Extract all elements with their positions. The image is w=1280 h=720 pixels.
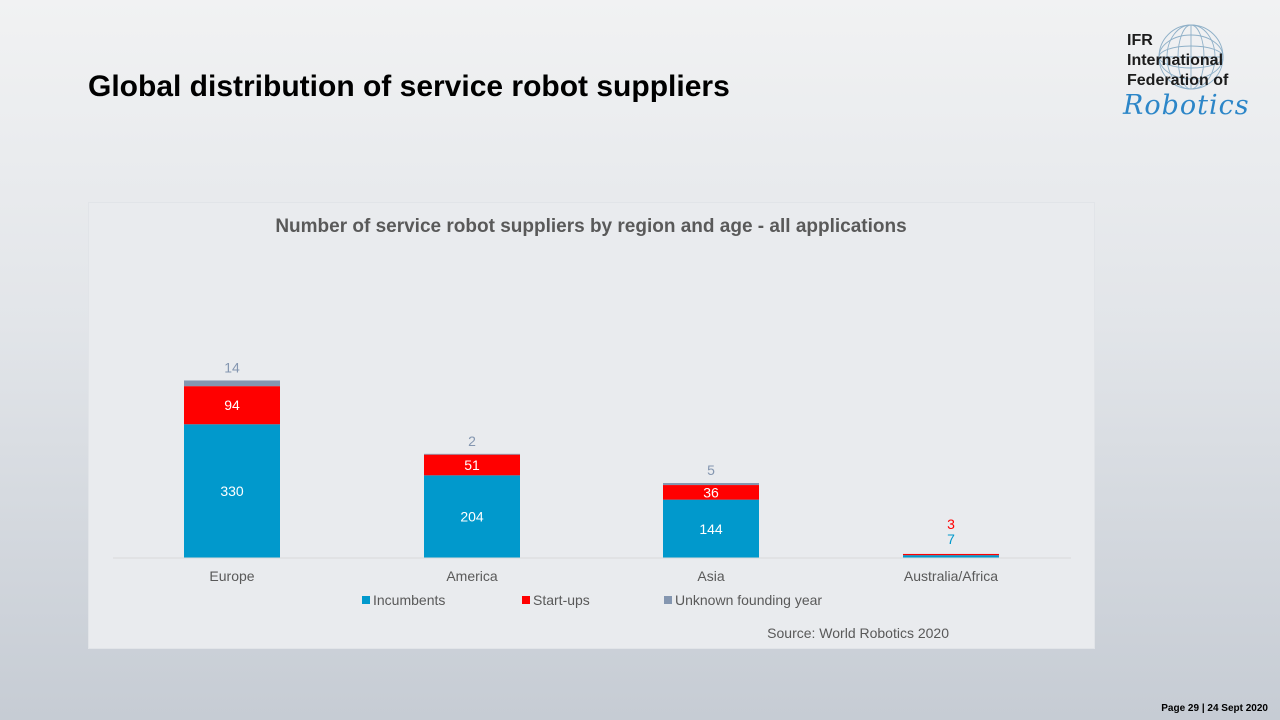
data-label-unknown-asia: 5 xyxy=(707,462,715,478)
logo-script-robotics: Robotics xyxy=(1123,90,1250,121)
data-label-startups-asia: 36 xyxy=(703,484,719,500)
data-label-startups-america: 51 xyxy=(464,457,480,473)
category-tick-labels: Europe America Asia Australia/Africa xyxy=(209,568,998,584)
legend-swatch-unknown xyxy=(664,596,672,604)
bar-incumbents-europe xyxy=(184,424,280,558)
data-label-unknown-america: 2 xyxy=(468,433,476,449)
tick-label-asia: Asia xyxy=(697,568,724,584)
tick-label-australia-africa: Australia/Africa xyxy=(904,568,998,584)
data-label-incumbents-asia: 144 xyxy=(699,521,723,537)
globe-icon xyxy=(1158,24,1224,90)
tick-label-europe: Europe xyxy=(209,568,254,584)
logo-line-federation: Federation of xyxy=(1127,72,1229,89)
slide-title: Global distribution of service robot sup… xyxy=(88,70,730,103)
logo-line-ifr: IFR xyxy=(1127,32,1153,49)
chart-panel: Number of service robot suppliers by reg… xyxy=(88,202,1095,649)
chart-legend: Incumbents Start-ups Unknown founding year xyxy=(362,592,822,608)
tick-label-america: America xyxy=(446,568,498,584)
bar-startups-australia-africa xyxy=(903,553,999,556)
bar-startups-asia xyxy=(663,485,759,500)
legend-label-incumbents: Incumbents xyxy=(373,592,445,608)
data-label-startups-australia-africa: 3 xyxy=(947,516,955,532)
bar-incumbents-australia-africa xyxy=(903,555,999,558)
legend-label-unknown: Unknown founding year xyxy=(675,592,822,608)
page-footer: Page 29 | 24 Sept 2020 xyxy=(1161,703,1268,714)
bar-unknown-asia xyxy=(663,483,759,486)
legend-label-startups: Start-ups xyxy=(533,592,590,608)
ifr-logo: IFR International Federation of Robotics xyxy=(1120,22,1270,122)
bar-incumbents-asia xyxy=(663,499,759,558)
bar-incumbents-america xyxy=(424,475,520,558)
bar-unknown-america xyxy=(424,453,520,455)
chart-source: Source: World Robotics 2020 xyxy=(767,625,949,641)
data-label-incumbents-australia-africa: 7 xyxy=(947,531,955,547)
stacked-bar-chart: Number of service robot suppliers by reg… xyxy=(113,216,1071,641)
logo-wordmark: IFR International Federation of xyxy=(1127,31,1228,91)
data-label-incumbents-europe: 330 xyxy=(220,483,244,499)
logo-line-international: International xyxy=(1127,52,1224,69)
bar-startups-europe xyxy=(184,386,280,425)
data-label-unknown-europe: 14 xyxy=(224,359,240,375)
data-label-startups-europe: 94 xyxy=(224,397,240,413)
legend-swatch-incumbents xyxy=(362,596,370,604)
bar-unknown-europe xyxy=(184,380,280,387)
bar-startups-america xyxy=(424,454,520,476)
chart-title: Number of service robot suppliers by reg… xyxy=(275,216,906,237)
bars-group: 330 94 14 204 51 2 144 36 5 73 xyxy=(184,359,999,558)
legend-swatch-startups xyxy=(522,596,530,604)
data-label-incumbents-america: 204 xyxy=(460,509,484,525)
